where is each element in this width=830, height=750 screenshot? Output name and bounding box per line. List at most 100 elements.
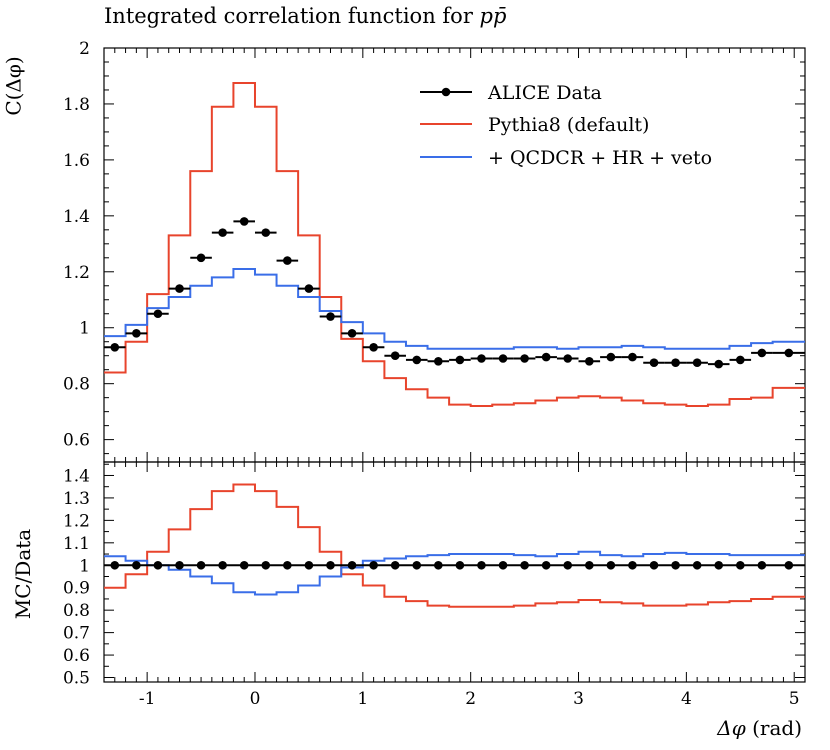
x-axis-label-symbol: Δφ: [717, 716, 746, 740]
ratio-data-point: [390, 560, 400, 570]
ratio-y-tick-label: 0.9: [63, 579, 90, 599]
data-point: [369, 343, 378, 352]
ratio-data-point: [585, 560, 594, 570]
ratio-data-point: [218, 560, 227, 570]
legend-data-marker: [441, 87, 451, 97]
data-point: [692, 358, 702, 367]
data-point: [412, 355, 422, 365]
ratio-data-point: [326, 560, 335, 570]
ratio-data-point: [434, 560, 443, 570]
ratio-data-point: [153, 560, 163, 570]
main-y-tick-label: 2: [79, 39, 90, 59]
ratio-data-point: [477, 560, 486, 570]
ratio-data-point: [714, 560, 724, 570]
data-point: [714, 359, 724, 369]
data-point: [132, 329, 141, 338]
ratio-data-point: [175, 560, 184, 570]
data-point: [326, 312, 335, 321]
data-point: [89, 343, 98, 352]
main-step-pythia8: [104, 81, 805, 408]
ratio-data-point: [628, 560, 637, 570]
ratio-data-point: [110, 560, 120, 570]
main-y-tick-label: 1.6: [63, 151, 90, 171]
main-y-tick-label: 1.2: [63, 263, 90, 283]
ratio-data-point: [196, 560, 206, 570]
data-point: [541, 352, 551, 362]
ratio-step-pythia8: [104, 483, 805, 608]
title-math: pp̄: [479, 4, 507, 28]
x-tick-label: 1: [357, 689, 368, 709]
legend-label-qcdcr: + QCDCR + HR + veto: [488, 147, 712, 169]
x-axis-label: Δφ (rad): [717, 716, 802, 740]
x-tick-label: 5: [789, 689, 800, 709]
data-point: [283, 256, 292, 265]
main-y-tick-label: 1.8: [63, 95, 90, 115]
x-axis-label-unit: (rad): [745, 716, 802, 740]
data-point: [520, 354, 529, 363]
ratio-data-point: [606, 560, 616, 570]
ratio-y-tick-label: 1.3: [63, 489, 90, 509]
ratio-y-tick-label: 0.7: [63, 624, 90, 644]
x-tick-label: 2: [465, 689, 476, 709]
ratio-y-tick-label: 1.1: [63, 534, 90, 554]
data-point: [784, 348, 794, 358]
x-tick-label: -1: [139, 689, 156, 709]
main-y-tick-label: 1.4: [63, 207, 90, 227]
ratio-data-point: [455, 560, 465, 570]
data-point: [261, 228, 271, 237]
data-point: [628, 352, 637, 362]
data-point: [304, 284, 314, 293]
ratio-data-point: [784, 560, 794, 570]
data-point: [477, 354, 486, 363]
ratio-data-point: [735, 560, 745, 570]
data-point: [347, 329, 357, 338]
data-point: [563, 354, 573, 363]
data-point: [196, 253, 206, 263]
legend-label-pythia: Pythia8 (default): [488, 114, 649, 136]
main-y-tick-label: 0.6: [63, 431, 90, 451]
ratio-data-point: [563, 560, 573, 570]
ratio-data-point: [89, 561, 98, 570]
chart-title: Integrated correlation function for pp̄: [104, 4, 506, 28]
ratio-y-tick-label: 1: [79, 556, 90, 576]
data-point: [434, 356, 443, 366]
ratio-y-tick-label: 0.8: [63, 601, 90, 621]
main-panel-frame: [103, 47, 806, 463]
ratio-y-tick-label: 1.4: [63, 466, 90, 486]
data-point: [671, 358, 680, 367]
ratio-data-point: [671, 560, 680, 570]
ratio-data-point: [369, 560, 378, 570]
data-point: [498, 354, 508, 363]
ratio-data-point: [347, 560, 357, 570]
data-point: [585, 356, 594, 366]
data-point: [606, 352, 616, 362]
ratio-data-point: [757, 560, 767, 570]
main-step-qcdcr: [104, 267, 805, 350]
title-text: Integrated correlation function for: [104, 4, 480, 28]
ratio-data-point: [520, 560, 529, 570]
data-point: [649, 358, 659, 367]
data-point: [455, 355, 465, 365]
data-point: [390, 351, 400, 361]
x-tick-label: 3: [573, 689, 584, 709]
ratio-step-qcdcr: [104, 550, 805, 596]
data-point: [218, 228, 227, 237]
ratio-plot-area: [89, 483, 805, 608]
top-y-axis-label: C(Δφ): [1, 56, 26, 116]
ratio-data-point: [498, 560, 508, 570]
x-tick-label: 0: [250, 689, 261, 709]
data-point: [735, 355, 745, 365]
legend-label-data: ALICE Data: [487, 82, 602, 104]
data-point: [239, 217, 249, 226]
ratio-data-point: [692, 560, 702, 570]
data-point: [757, 348, 767, 358]
ratio-panel-frame: [103, 461, 806, 683]
main-plot-area: [89, 81, 805, 408]
bottom-y-axis-label: MC/Data: [11, 528, 36, 620]
x-tick-label: 4: [681, 689, 692, 709]
ratio-data-point: [261, 560, 271, 570]
data-point: [175, 284, 184, 293]
ratio-data-point: [283, 560, 292, 570]
ratio-data-point: [649, 560, 659, 570]
